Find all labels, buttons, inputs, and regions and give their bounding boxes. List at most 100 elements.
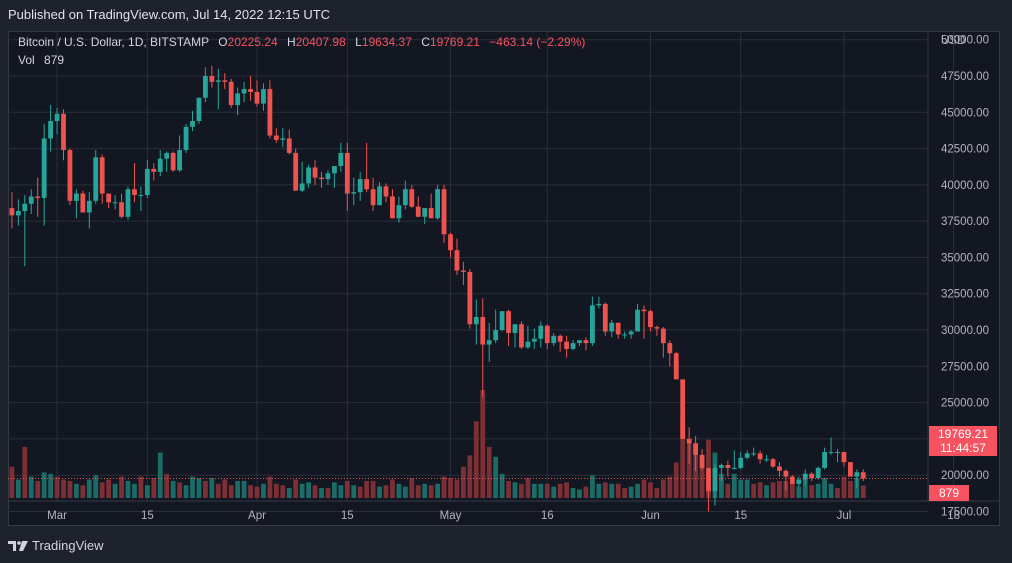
volume-bar: [577, 489, 582, 498]
candle-body: [435, 189, 440, 219]
volume-label[interactable]: Vol: [18, 53, 35, 67]
candle-body: [228, 81, 234, 106]
volume-bar: [409, 478, 415, 498]
y-tick-label: 37500.00: [941, 216, 989, 228]
x-tick-label: Jul: [837, 510, 852, 522]
chart-legend: Bitcoin / U.S. Dollar, 1D, BITSTAMP O202…: [18, 35, 585, 49]
volume-legend: Vol 879: [18, 53, 64, 67]
volume-bar: [106, 479, 112, 498]
volume-bar: [325, 488, 331, 498]
candle-body: [480, 316, 486, 345]
candle-body: [299, 183, 305, 191]
y-tick-label: 25000.00: [941, 398, 989, 410]
y-tick-label: 27500.00: [941, 361, 989, 373]
candle-body: [596, 303, 602, 306]
candle-body: [196, 97, 202, 121]
candle-body: [673, 353, 679, 380]
volume-bar: [74, 483, 79, 498]
candle-body: [215, 80, 221, 82]
candle-body: [789, 476, 795, 484]
y-tick-label: 45000.00: [941, 107, 989, 119]
volume-bar: [841, 476, 847, 498]
candle-body: [499, 311, 505, 331]
volume-bar: [112, 483, 118, 498]
candle-body: [448, 234, 453, 251]
candle-body: [390, 196, 395, 219]
candle-body: [383, 186, 389, 197]
volume-bar: [22, 446, 28, 498]
candle-body: [67, 150, 73, 201]
volume-bar: [293, 479, 299, 498]
volume-bar: [486, 446, 492, 498]
candle-body: [641, 309, 647, 312]
volume-bar: [738, 479, 744, 498]
volume-bar: [770, 482, 776, 498]
volume-bar: [170, 480, 176, 498]
candle-body: [22, 203, 28, 211]
y-tick-label: 47500.00: [941, 71, 989, 83]
symbol-label[interactable]: Bitcoin / U.S. Dollar, 1D, BITSTAMP: [18, 35, 209, 49]
candle-body: [280, 138, 286, 140]
volume-bar: [54, 476, 60, 498]
volume-bar: [544, 483, 550, 498]
candle-body: [93, 157, 99, 201]
candle-body: [770, 459, 776, 467]
candle-body: [628, 331, 634, 335]
tradingview-logo[interactable]: TradingView: [8, 538, 104, 553]
volume-bar: [370, 480, 376, 498]
candle-body: [351, 192, 357, 194]
volume-bar: [835, 488, 840, 498]
volume-bar: [351, 485, 357, 498]
volume-bar: [312, 485, 318, 498]
close-key: C: [421, 35, 430, 49]
volume-bar: [764, 485, 769, 498]
last-price-text: 19769.21: [937, 427, 989, 441]
volume-bar: [570, 488, 576, 498]
candle-body: [473, 316, 479, 325]
candle-body: [609, 322, 615, 332]
candle-body: [648, 311, 653, 328]
volume-bar: [673, 462, 679, 498]
candle-body: [725, 465, 731, 468]
candle-body: [235, 93, 241, 106]
volume-bar: [454, 479, 460, 498]
candle-body: [190, 121, 195, 127]
candle-body: [286, 138, 292, 153]
candle-body: [170, 152, 176, 171]
high-value: 20407.98: [295, 35, 346, 49]
candle-body: [461, 270, 466, 272]
candle-body: [344, 152, 350, 194]
candle-body: [467, 271, 473, 325]
y-tick-label: 42500.00: [941, 144, 989, 156]
candle-body: [577, 340, 582, 344]
candle-body: [396, 205, 402, 219]
price-chart[interactable]: 17500.0020000.0022500.0025000.0027500.00…: [8, 31, 1000, 526]
volume-bar: [583, 486, 589, 498]
candle-body: [261, 89, 266, 104]
volume-bar: [667, 476, 673, 498]
candle-body: [441, 189, 447, 235]
candle-body: [486, 340, 492, 345]
candle-body: [796, 479, 802, 484]
candle-body: [28, 196, 34, 204]
volume-bar: [506, 480, 511, 498]
candle-body: [332, 166, 337, 174]
volume-bar: [628, 486, 634, 498]
x-tick-label: May: [440, 510, 462, 522]
candle-body: [622, 334, 628, 336]
volume-bar: [654, 488, 660, 498]
candle-body: [860, 472, 866, 479]
x-tick-label: 15: [341, 510, 354, 522]
volume-bar: [254, 486, 260, 498]
candle-body: [370, 189, 376, 206]
candle-body: [506, 311, 511, 333]
candle-body: [164, 152, 170, 159]
candle-body: [125, 189, 131, 217]
candle-body: [273, 135, 279, 140]
volume-bar: [828, 483, 834, 498]
volume-bar: [377, 486, 382, 498]
volume-bar: [680, 418, 686, 498]
countdown-text: 11:44:57: [940, 441, 986, 455]
volume-bar: [635, 483, 640, 498]
candle-body: [157, 158, 163, 172]
